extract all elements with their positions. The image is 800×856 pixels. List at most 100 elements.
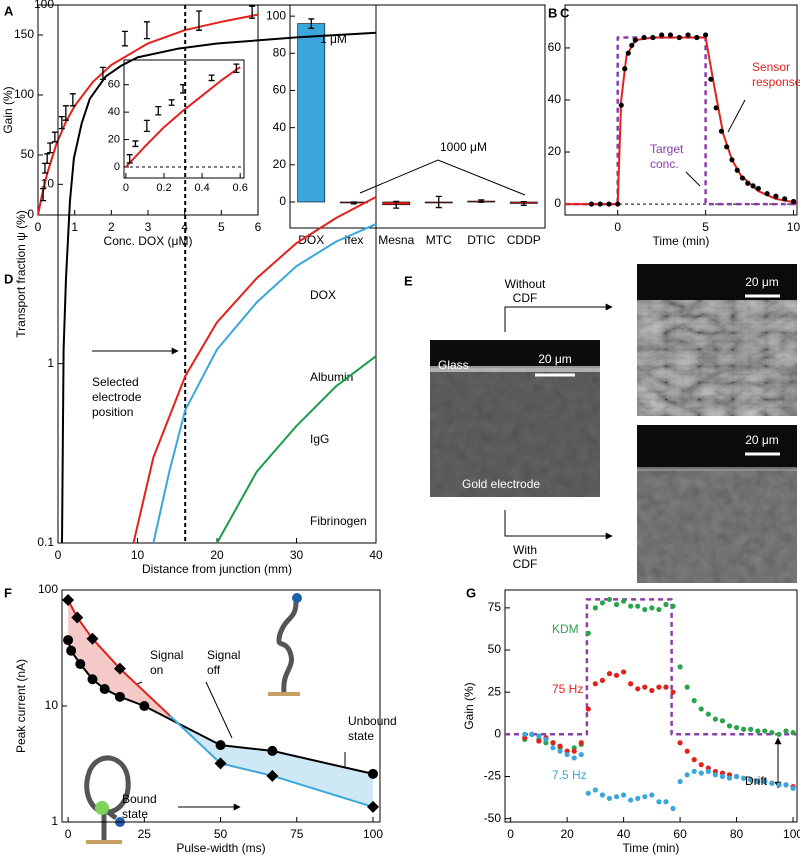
y-tick-label: -50 (484, 811, 502, 825)
caption: CDF (513, 557, 538, 571)
point (599, 792, 606, 798)
point (762, 728, 768, 734)
aptamer-bound-icon (84, 755, 131, 844)
annotation: conc. (650, 157, 679, 171)
point (613, 672, 620, 678)
error-bar (132, 140, 139, 148)
series-line (37, 13, 259, 216)
y-tick-label: 75 (488, 600, 502, 614)
x-axis-title: Time (min) (623, 841, 680, 855)
y-tick-label: 100 (14, 87, 34, 101)
caption: Without (505, 277, 546, 291)
y-axis-title: Gain (%) (1, 86, 15, 133)
point (628, 681, 634, 687)
x-axis-title: Conc. DOX (μM) (104, 234, 193, 248)
y-tick-label: 40 (108, 106, 120, 118)
aptamer-unbound-icon (268, 593, 302, 696)
point (564, 751, 570, 758)
point (606, 795, 613, 801)
point (62, 593, 75, 606)
point (618, 102, 624, 108)
point (557, 748, 563, 754)
x-tick-label: 0 (35, 220, 42, 234)
point (712, 772, 718, 778)
x-tick-label: 80 (730, 827, 744, 841)
point (215, 740, 226, 751)
series-label: IgG (310, 432, 329, 446)
point (734, 167, 740, 173)
x-tick-label: 50 (214, 827, 228, 841)
error-bar (62, 105, 69, 121)
point (726, 775, 733, 781)
x-tick-label: 6 (255, 220, 262, 234)
point (656, 606, 662, 613)
point (769, 780, 775, 786)
error-bar (155, 106, 162, 116)
y-tick-label: 50 (21, 147, 35, 161)
y-tick-label: 50 (488, 642, 502, 656)
y-axis-title: Gain (%) (462, 682, 476, 729)
point (677, 778, 683, 785)
point (790, 730, 796, 736)
point (764, 191, 770, 197)
point (642, 606, 648, 613)
annotation: Selected (92, 375, 139, 389)
error-bar (393, 200, 400, 209)
point (705, 711, 711, 717)
series-line (216, 355, 377, 544)
image-label: Glass (438, 358, 469, 372)
y-tick-label: 100 (38, 582, 58, 596)
x-tick-label: DTIC (467, 233, 495, 247)
point (748, 777, 754, 783)
annotation: Drift (745, 774, 768, 788)
y-tick-label: 0 (114, 161, 120, 173)
error-bar (520, 200, 527, 206)
point (719, 773, 726, 780)
point (642, 794, 648, 800)
error-bar (233, 63, 240, 73)
layout (84, 99, 797, 844)
point (621, 792, 627, 798)
point (726, 723, 733, 729)
x-tick-label: 20 (560, 827, 574, 841)
point (783, 782, 789, 788)
point (712, 716, 718, 722)
caption: CDF (513, 291, 538, 305)
point (776, 782, 782, 788)
point (599, 600, 606, 606)
point (755, 778, 761, 785)
error-bar (208, 74, 215, 82)
point (597, 201, 603, 207)
point (741, 775, 747, 781)
point (557, 743, 563, 749)
point (684, 772, 690, 778)
point (773, 193, 779, 199)
series-line (152, 223, 377, 544)
error-bar (350, 201, 357, 205)
point (649, 605, 655, 611)
point (705, 768, 711, 775)
y-tick-label: -25 (484, 769, 502, 783)
x-tick-label: 40 (369, 548, 383, 562)
point (750, 183, 756, 189)
error-bar (44, 153, 51, 165)
panel-letter: G (466, 585, 476, 600)
point (592, 681, 598, 687)
callout (359, 159, 526, 196)
point (550, 745, 556, 751)
point (698, 762, 704, 768)
y-tick-label: 20 (108, 133, 120, 145)
y-tick-label: 150 (14, 27, 34, 41)
x-tick-label: 0.6 (233, 182, 248, 194)
point (694, 34, 700, 41)
y-tick-label: 0 (27, 207, 34, 221)
annotation: Sensor (752, 60, 790, 74)
x-tick-label: 100 (363, 827, 383, 841)
point (635, 795, 641, 801)
y-tick-label: 20 (273, 157, 287, 171)
y-tick-label: 1 (47, 356, 54, 370)
point (629, 42, 635, 48)
point (585, 706, 591, 712)
point (670, 689, 676, 695)
x-tick-label: 10 (131, 548, 145, 562)
